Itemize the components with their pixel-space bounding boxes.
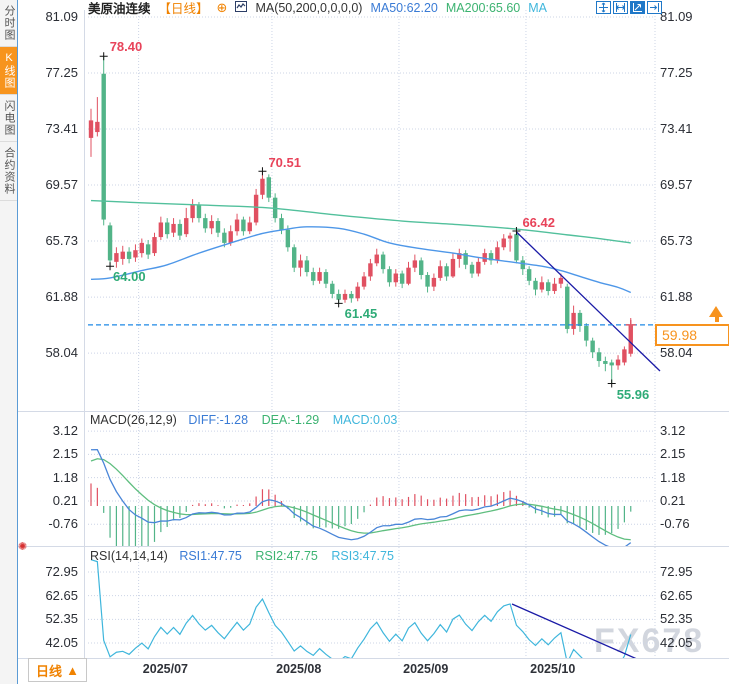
rsi2-value-label: RSI2:47.75 (255, 549, 318, 563)
macd-axis-label: 1.18 (660, 469, 686, 485)
macd-axis-label: 0.21 (52, 492, 78, 508)
candlestick-series (88, 56, 633, 384)
sidebar-item-timeshare[interactable]: 分时图 (0, 0, 17, 47)
y-axis-label: 65.73 (660, 233, 693, 248)
y-axis-label: 61.88 (45, 289, 78, 305)
y-axis-label: 58.04 (45, 345, 78, 361)
last-price-box: 59.98 (655, 324, 729, 346)
rsi-axis-label: 72.95 (660, 564, 693, 579)
rsi-axis-label: 52.35 (660, 611, 693, 627)
ma50-value-label: MA50:62.20 (370, 0, 438, 15)
rsi-axis-label: 42.05 (660, 635, 693, 650)
macd-axis-label: 3.12 (660, 423, 686, 439)
y-axis-label: 81.09 (45, 9, 78, 24)
macd-axis-label: 0.21 (660, 492, 686, 508)
left-sidebar: 分时图 K线图 闪电图 合约资料 (0, 0, 18, 684)
y-axis-label: 65.73 (45, 233, 78, 248)
ma-formula-label[interactable]: MA(50,200,0,0,0,0) (255, 0, 363, 15)
ma-extra-label: MA (528, 0, 547, 15)
swing-label-66.42: 66.42 (522, 214, 555, 230)
y-axis-label: 61.88 (660, 289, 693, 305)
pan-right-icon[interactable] (647, 1, 662, 14)
rsi-axis-label: 62.65 (45, 587, 78, 603)
y-axis-label: 73.41 (45, 121, 78, 136)
crosshair-icon[interactable] (596, 1, 611, 14)
x-axis-label: 2025/10 (530, 662, 576, 676)
price-up-arrow-tail (714, 316, 719, 322)
macd-axis-label: 2.15 (660, 446, 686, 462)
indicator-settings-icon[interactable]: ✺ (18, 541, 28, 553)
rsi-axis-label: 72.95 (45, 564, 78, 579)
rsi3-value-label: RSI3:47.75 (331, 549, 394, 563)
toolbar-icon-group (596, 1, 662, 14)
macd-diff-label: DIFF:-1.28 (188, 413, 249, 427)
macd-formula-label[interactable]: MACD(26,12,9) (90, 413, 177, 427)
macd-axis-label: 3.12 (52, 423, 78, 439)
x-axis-label: 2025/08 (276, 662, 322, 676)
period-tag[interactable]: 【日线】 (158, 2, 209, 16)
rsi-axis-label: 42.05 (45, 635, 78, 650)
x-axis-label: 2025/09 (403, 662, 449, 676)
macd-dea-label: DEA:-1.29 (261, 413, 320, 427)
macd-axis-label: -0.76 (660, 516, 690, 532)
swing-label-64.00: 64.00 (113, 269, 146, 285)
watermark-fx678: FX678 (594, 622, 705, 660)
instrument-title: 美原油连续 (88, 2, 151, 16)
swing-label-78.40: 78.40 (109, 39, 143, 55)
kline-style-icon[interactable] (235, 0, 248, 15)
macd-series (90, 449, 632, 546)
y-axis-label: 73.41 (660, 121, 693, 136)
swing-label-61.45: 61.45 (344, 306, 378, 322)
rsi-axis-label: 52.35 (45, 611, 78, 627)
ma200-value-label: MA200:65.60 (445, 0, 521, 15)
y-axis-label: 69.57 (660, 177, 693, 192)
swing-label-55.96: 55.96 (616, 387, 650, 403)
x-scale-icon[interactable] (613, 1, 628, 14)
macd-header: MACD(26,12,9) DIFF:-1.28 DEA:-1.29 MACD:… (90, 413, 397, 427)
swing-markers (99, 52, 616, 388)
price-up-arrow-icon (709, 306, 723, 317)
y-axis-label: 77.25 (660, 65, 693, 80)
y-axis-label: 69.57 (45, 177, 78, 192)
sidebar-item-lightning[interactable]: 闪电图 (0, 95, 17, 142)
period-select-button[interactable]: 日线 ▲ (28, 658, 87, 682)
x-axis-label: 2025/07 (142, 662, 188, 676)
macd-axis-label: -0.76 (48, 516, 78, 532)
rsi-series (90, 559, 637, 658)
rsi-header: RSI(14,14,14) RSI1:47.75 RSI2:47.75 RSI3… (90, 549, 394, 563)
rsi-formula-label[interactable]: RSI(14,14,14) (90, 549, 168, 563)
chart-toolbar: 美原油连续 【日线】 ⊕ MA(50,200,0,0,0,0) MA50:62.2… (88, 0, 547, 16)
macd-axis-label: 2.15 (52, 446, 78, 462)
gridlines (17, 10, 729, 659)
swing-label-70.51: 70.51 (268, 155, 301, 171)
macd-value-label: MACD:0.03 (332, 413, 398, 427)
rsi-axis-label: 62.65 (660, 587, 693, 603)
chevron-up-icon: ▲ (66, 662, 79, 678)
period-select-label: 日线 (36, 663, 63, 679)
sidebar-item-contract-info[interactable]: 合约资料 (0, 142, 17, 201)
rsi1-value-label: RSI1:47.75 (179, 549, 242, 563)
auto-scale-icon[interactable] (630, 1, 645, 14)
add-indicator-icon[interactable]: ⊕ (216, 0, 228, 15)
y-axis-label: 58.04 (660, 345, 693, 361)
macd-axis-label: 1.18 (52, 469, 78, 485)
y-axis-label: 81.09 (660, 9, 693, 24)
sidebar-item-kline[interactable]: K线图 (0, 47, 17, 95)
main-overlays (88, 231, 661, 372)
y-axis-label: 77.25 (45, 65, 78, 80)
moving-average-lines (90, 199, 632, 294)
